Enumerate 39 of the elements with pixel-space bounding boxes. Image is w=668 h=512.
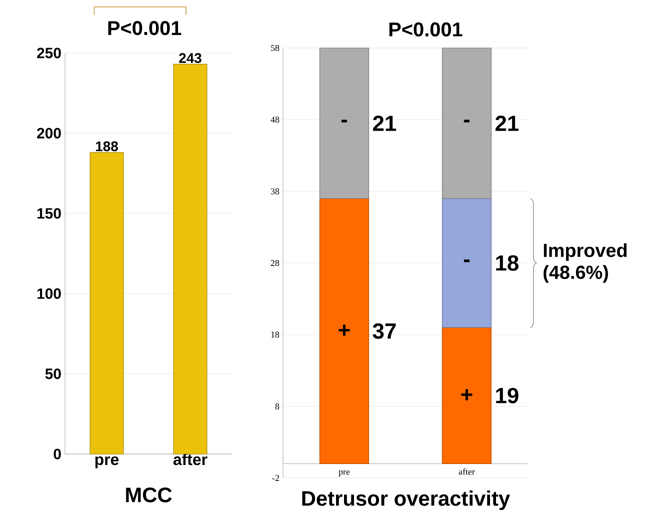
text: Improved (48.6%) [544,243,627,283]
annotation: - [341,120,348,122]
annotation: + [461,389,472,400]
y-tick-label: 150 [37,208,61,219]
y-tick-label: 0 [54,448,61,460]
annotation: - [464,260,470,262]
bar [319,48,370,199]
y-tick-label: 18 [271,332,280,338]
bar [319,198,370,464]
text: P<0.001 [108,21,182,36]
x-tick-label: after [173,453,208,466]
y-tick-label: 50 [45,368,61,380]
data-label: 243 [179,53,202,64]
x-axis-title: Detrusor overactivity [302,490,510,510]
y-tick-label: -2 [272,475,279,481]
y-tick-label: 38 [270,188,280,194]
bar [442,198,492,328]
x-tick-label: after [458,468,475,475]
y-tick-label: 200 [37,128,61,138]
chart-title: P<0.001 [389,22,462,36]
data-label: 21 [373,116,396,131]
annotation: - [464,120,470,122]
y-tick-label: 28 [270,260,280,266]
y-tick-label: 58 [271,44,280,52]
data-label: 37 [372,323,396,339]
y-tick-label: 8 [275,403,280,410]
bar [442,48,492,199]
x-axis-title: MCC [126,488,172,502]
data-label: 18 [496,255,518,271]
x-tick-label: pre [338,470,350,477]
x-tick-label: pre [95,456,119,468]
bar [442,327,492,464]
annotation: + [338,324,350,336]
y-tick-label: 250 [37,48,61,58]
y-tick-label: 100 [37,288,61,299]
y-tick-label: 48 [270,116,280,123]
data-label: 188 [96,141,118,152]
data-label: 19 [496,388,518,404]
data-label: 21 [496,116,519,131]
